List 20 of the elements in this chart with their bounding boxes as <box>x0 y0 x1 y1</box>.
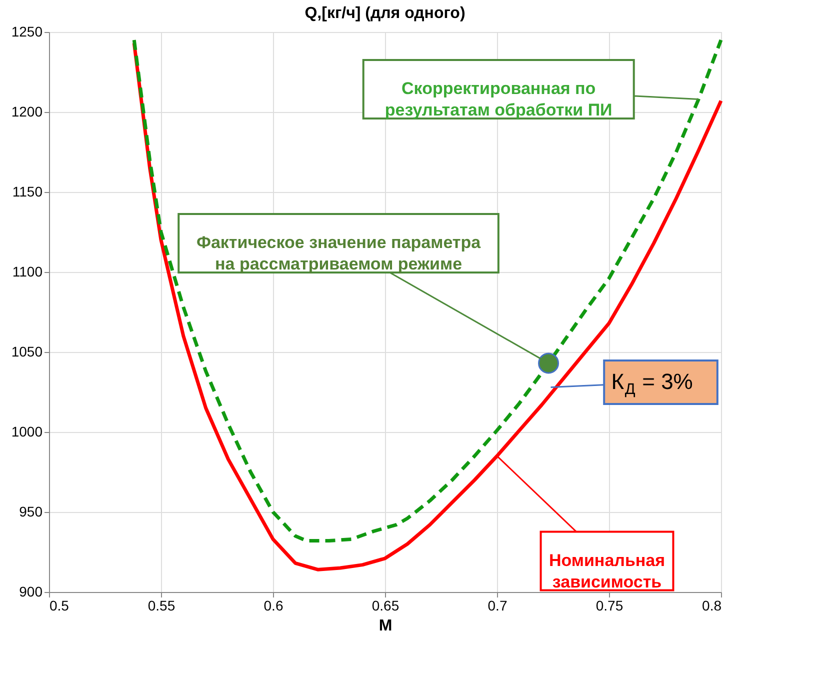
annotation: Фактическое значение параметра на рассматриваемом режиме <box>196 233 482 274</box>
annotation: Номинальная зависимость <box>548 551 666 592</box>
x-tick-label: 0.7 <box>488 598 508 614</box>
chart-title: Q,[кг/ч] (для одного) <box>304 5 466 22</box>
y-tick-label: 900 <box>19 584 43 600</box>
x-tick-label: 0.65 <box>372 598 400 614</box>
x-tick-label: 0.75 <box>596 598 624 614</box>
y-tick-label: 1200 <box>11 104 43 120</box>
annotation: Скорректированная по результатам обработки ПИ <box>384 79 612 120</box>
y-tick-label: 1100 <box>12 264 43 280</box>
y-tick-label: 1000 <box>11 424 43 440</box>
y-tick-label: 1050 <box>11 344 43 360</box>
x-tick-label: 0.55 <box>148 598 176 614</box>
x-tick-label: 0.8 <box>702 598 722 614</box>
x-axis-title: M <box>378 618 392 634</box>
x-tick-label: 0.5 <box>50 598 70 614</box>
y-tick-label: 1250 <box>11 24 43 40</box>
y-tick-label: 1150 <box>12 184 43 200</box>
x-tick-label: 0.6 <box>264 598 284 614</box>
y-tick-label: 950 <box>19 504 43 520</box>
